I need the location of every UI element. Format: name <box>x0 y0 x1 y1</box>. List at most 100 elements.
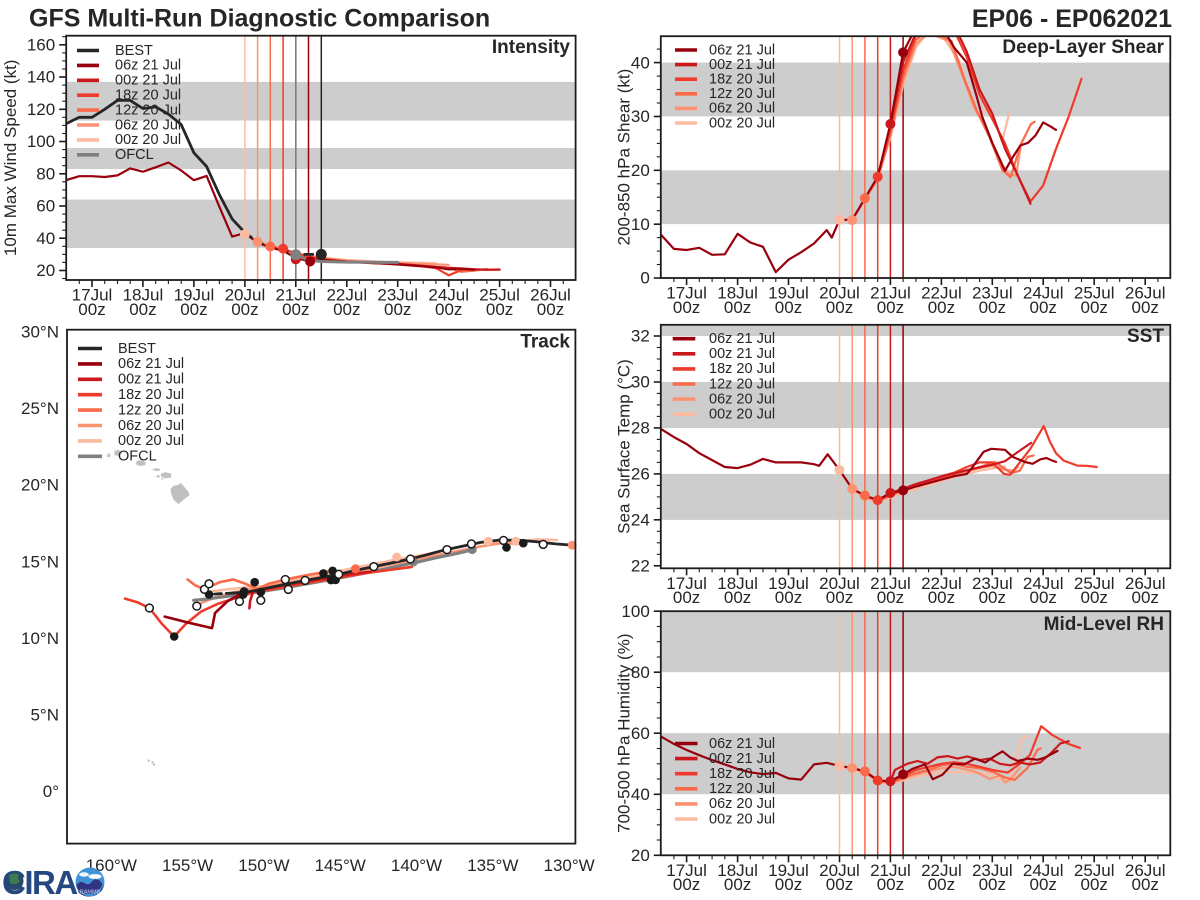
svg-text:00z: 00z <box>384 300 411 319</box>
svg-text:00z 21 Jul: 00z 21 Jul <box>709 57 775 73</box>
svg-text:15°N: 15°N <box>21 552 59 571</box>
svg-text:20: 20 <box>631 846 650 865</box>
svg-text:40: 40 <box>631 53 650 72</box>
svg-text:23Jul: 23Jul <box>972 284 1013 303</box>
svg-text:00z: 00z <box>724 298 751 317</box>
svg-text:06z 20 Jul: 06z 20 Jul <box>115 117 181 133</box>
svg-text:130°W: 130°W <box>543 856 594 875</box>
svg-text:17Jul: 17Jul <box>666 861 707 880</box>
svg-text:145°W: 145°W <box>315 856 366 875</box>
svg-text:120: 120 <box>27 100 55 119</box>
svg-text:20Jul: 20Jul <box>819 861 860 880</box>
svg-text:00z 20 Jul: 00z 20 Jul <box>709 407 775 423</box>
svg-text:18Jul: 18Jul <box>123 286 164 305</box>
svg-text:00z 21 Jul: 00z 21 Jul <box>118 372 184 388</box>
svg-text:18z 20 Jul: 18z 20 Jul <box>115 88 181 104</box>
svg-text:22: 22 <box>631 556 650 575</box>
svg-text:00z: 00z <box>1029 875 1056 894</box>
svg-text:06z 20 Jul: 06z 20 Jul <box>709 101 775 117</box>
svg-text:00z: 00z <box>979 588 1006 607</box>
svg-text:60: 60 <box>631 724 650 743</box>
svg-text:00z 21 Jul: 00z 21 Jul <box>115 73 181 89</box>
svg-text:23Jul: 23Jul <box>377 286 418 305</box>
svg-text:20Jul: 20Jul <box>819 574 860 593</box>
svg-text:28: 28 <box>631 419 650 438</box>
svg-text:24Jul: 24Jul <box>1023 574 1064 593</box>
svg-text:40: 40 <box>36 229 55 248</box>
svg-text:17Jul: 17Jul <box>72 286 113 305</box>
svg-text:00z: 00z <box>826 588 853 607</box>
svg-text:Sea Surface Temp (°C): Sea Surface Temp (°C) <box>614 359 633 534</box>
svg-text:00z: 00z <box>1080 588 1107 607</box>
svg-text:18Jul: 18Jul <box>717 284 758 303</box>
svg-text:5°N: 5°N <box>30 705 59 724</box>
svg-text:26Jul: 26Jul <box>1125 284 1166 303</box>
svg-text:BEST: BEST <box>118 341 156 357</box>
svg-text:20: 20 <box>36 261 55 280</box>
svg-text:10m Max Wind Speed (kt): 10m Max Wind Speed (kt) <box>1 60 20 257</box>
svg-text:GFS Multi-Run Diagnostic Compa: GFS Multi-Run Diagnostic Comparison <box>29 5 490 33</box>
svg-text:18Jul: 18Jul <box>717 861 758 880</box>
svg-text:00z: 00z <box>1080 875 1107 894</box>
svg-text:17Jul: 17Jul <box>666 574 707 593</box>
svg-text:00z: 00z <box>231 300 258 319</box>
svg-text:Deep-Layer Shear: Deep-Layer Shear <box>1002 37 1164 58</box>
svg-text:32: 32 <box>631 327 650 346</box>
svg-text:25°N: 25°N <box>21 399 59 418</box>
svg-text:06z 21 Jul: 06z 21 Jul <box>709 331 775 347</box>
svg-text:00z: 00z <box>877 875 904 894</box>
svg-text:22Jul: 22Jul <box>921 574 962 593</box>
svg-text:00z: 00z <box>673 298 700 317</box>
svg-text:17Jul: 17Jul <box>666 284 707 303</box>
svg-text:135°W: 135°W <box>467 856 518 875</box>
svg-text:Track: Track <box>520 332 570 353</box>
svg-text:21Jul: 21Jul <box>870 574 911 593</box>
svg-text:06z 20 Jul: 06z 20 Jul <box>709 391 775 407</box>
svg-text:06z 21 Jul: 06z 21 Jul <box>118 356 184 372</box>
svg-text:22Jul: 22Jul <box>921 861 962 880</box>
svg-text:00z: 00z <box>435 300 462 319</box>
svg-text:150°W: 150°W <box>238 856 289 875</box>
svg-text:18z 20 Jul: 18z 20 Jul <box>118 387 184 403</box>
svg-text:23Jul: 23Jul <box>972 574 1013 593</box>
svg-text:00z: 00z <box>979 875 1006 894</box>
svg-text:00z: 00z <box>979 298 1006 317</box>
svg-text:25Jul: 25Jul <box>1074 861 1115 880</box>
svg-text:00z: 00z <box>775 298 802 317</box>
svg-text:160°W: 160°W <box>86 856 137 875</box>
svg-text:30°N: 30°N <box>21 322 59 341</box>
svg-text:OFCL: OFCL <box>115 147 154 163</box>
svg-text:19Jul: 19Jul <box>768 861 809 880</box>
svg-text:06z 21 Jul: 06z 21 Jul <box>709 42 775 58</box>
svg-text:26Jul: 26Jul <box>1125 861 1166 880</box>
svg-text:12z 20 Jul: 12z 20 Jul <box>118 402 184 418</box>
svg-text:06z 20 Jul: 06z 20 Jul <box>118 418 184 434</box>
svg-text:06z 20 Jul: 06z 20 Jul <box>709 796 775 812</box>
svg-text:80: 80 <box>631 663 650 682</box>
svg-text:19Jul: 19Jul <box>174 286 215 305</box>
svg-text:00z: 00z <box>1029 298 1056 317</box>
svg-text:100: 100 <box>621 602 649 621</box>
svg-text:00z 20 Jul: 00z 20 Jul <box>115 132 181 148</box>
svg-text:00z 20 Jul: 00z 20 Jul <box>118 433 184 449</box>
svg-text:RAMMB: RAMMB <box>80 890 101 896</box>
svg-text:21Jul: 21Jul <box>870 861 911 880</box>
svg-text:00z: 00z <box>1029 588 1056 607</box>
svg-text:20°N: 20°N <box>21 476 59 495</box>
svg-text:Mid-Level RH: Mid-Level RH <box>1044 614 1164 635</box>
svg-text:23Jul: 23Jul <box>972 861 1013 880</box>
svg-text:00z: 00z <box>1131 875 1158 894</box>
svg-text:OFCL: OFCL <box>118 449 157 465</box>
svg-text:00z 21 Jul: 00z 21 Jul <box>709 751 775 767</box>
svg-text:0: 0 <box>640 269 649 288</box>
svg-text:00z: 00z <box>78 300 105 319</box>
svg-text:EP06 - EP062021: EP06 - EP062021 <box>972 5 1172 33</box>
svg-text:18z 20 Jul: 18z 20 Jul <box>709 361 775 377</box>
svg-text:12z 20 Jul: 12z 20 Jul <box>709 86 775 102</box>
svg-text:12z 20 Jul: 12z 20 Jul <box>709 781 775 797</box>
svg-text:SST: SST <box>1127 326 1164 347</box>
svg-text:200-850 hPa Shear (kt): 200-850 hPa Shear (kt) <box>614 69 633 246</box>
svg-text:06z 21 Jul: 06z 21 Jul <box>115 58 181 74</box>
svg-text:00z: 00z <box>1080 298 1107 317</box>
svg-text:26: 26 <box>631 465 650 484</box>
